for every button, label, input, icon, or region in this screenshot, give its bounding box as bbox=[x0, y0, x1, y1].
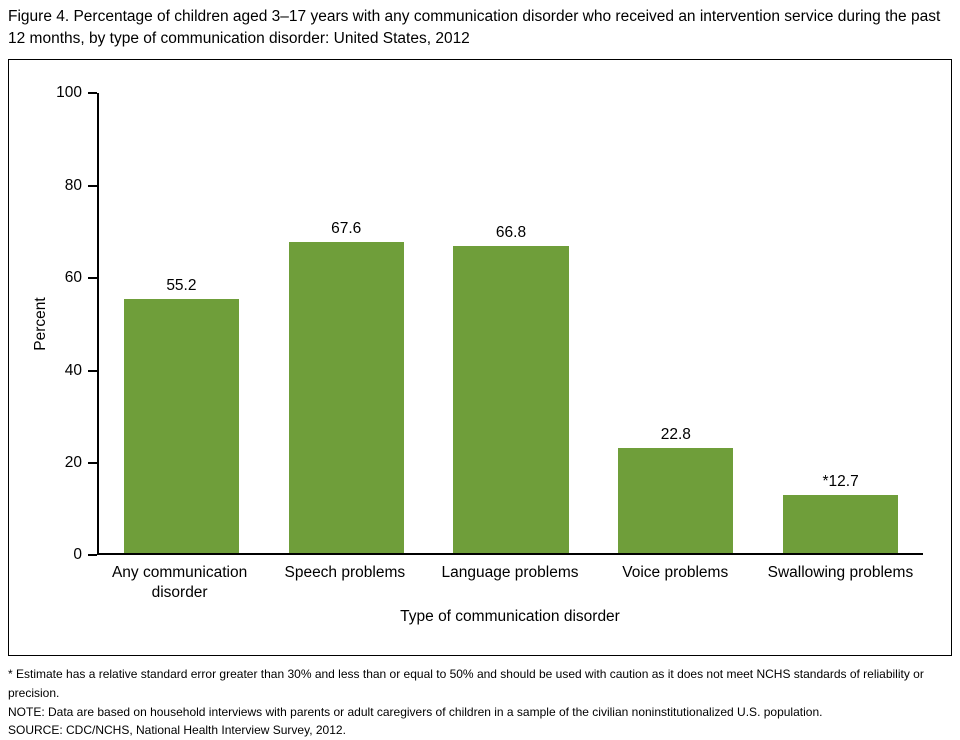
figure-title: Figure 4. Percentage of children aged 3–… bbox=[8, 8, 941, 47]
bar-value-label: 66.8 bbox=[495, 224, 527, 242]
bar-column: 67.6 bbox=[264, 93, 429, 554]
y-tick-label: 20 bbox=[64, 453, 82, 471]
x-tick-label: Any communication disorder bbox=[111, 564, 248, 601]
bar-value-label: 22.8 bbox=[660, 426, 691, 444]
y-tick-mark bbox=[88, 184, 97, 187]
chart-container: Percent 0 20 40 60 80 100 55.2 67.6 66.8 22.8 *12… bbox=[8, 59, 952, 657]
bar-value-label: 67.6 bbox=[331, 220, 362, 238]
x-tick-label: Language problems bbox=[441, 564, 579, 582]
y-tick-mark bbox=[88, 369, 97, 372]
x-tick-label: Voice problems bbox=[622, 564, 729, 582]
y-tick-label: 0 bbox=[73, 546, 82, 564]
footnote-asterisk: * Estimate has a relative standard error… bbox=[8, 667, 924, 700]
footnotes: * Estimate has a relative standard error… bbox=[8, 665, 952, 739]
bar bbox=[453, 246, 569, 554]
y-tick-label: 100 bbox=[56, 84, 82, 102]
y-tick-mark bbox=[88, 277, 97, 280]
y-tick-mark bbox=[88, 461, 97, 464]
y-tick: 20 bbox=[65, 454, 97, 472]
footnote-source: SOURCE: CDC/NCHS, National Health Interv… bbox=[8, 723, 346, 738]
y-tick-mark bbox=[88, 554, 97, 557]
bar bbox=[288, 242, 404, 554]
bar bbox=[123, 299, 240, 554]
bar-column: *12.7 bbox=[758, 93, 923, 554]
x-tick-label: Swallowing problems bbox=[767, 564, 914, 582]
y-tick-label: 40 bbox=[64, 361, 82, 379]
bar-column: 66.8 bbox=[429, 93, 594, 554]
y-tick: 0 bbox=[73, 546, 97, 564]
y-axis: 0 20 40 60 80 100 bbox=[9, 84, 97, 563]
bar-value-label: 55.2 bbox=[166, 277, 197, 295]
plot-area: 55.2 67.6 66.8 22.8 *12.7 bbox=[97, 93, 923, 556]
y-tick-mark bbox=[88, 92, 97, 95]
y-tick-label: 80 bbox=[64, 176, 82, 194]
bar-value-label: *12.7 bbox=[822, 473, 859, 491]
y-tick: 40 bbox=[65, 362, 97, 380]
bar-column: 55.2 bbox=[99, 93, 264, 554]
footnote-note: NOTE: Data are based on household interv… bbox=[8, 704, 823, 719]
bar bbox=[618, 448, 734, 554]
x-tick-label: Speech problems bbox=[284, 564, 406, 582]
y-tick: 60 bbox=[65, 269, 97, 287]
y-tick-label: 60 bbox=[64, 269, 82, 287]
x-axis-title: Type of communication disorder bbox=[400, 608, 620, 626]
bar bbox=[782, 495, 899, 554]
bar-column: 22.8 bbox=[593, 93, 758, 554]
y-tick: 100 bbox=[56, 84, 97, 102]
y-tick: 80 bbox=[65, 177, 97, 195]
x-axis: Any communication disorder Speech problem… bbox=[97, 559, 923, 602]
